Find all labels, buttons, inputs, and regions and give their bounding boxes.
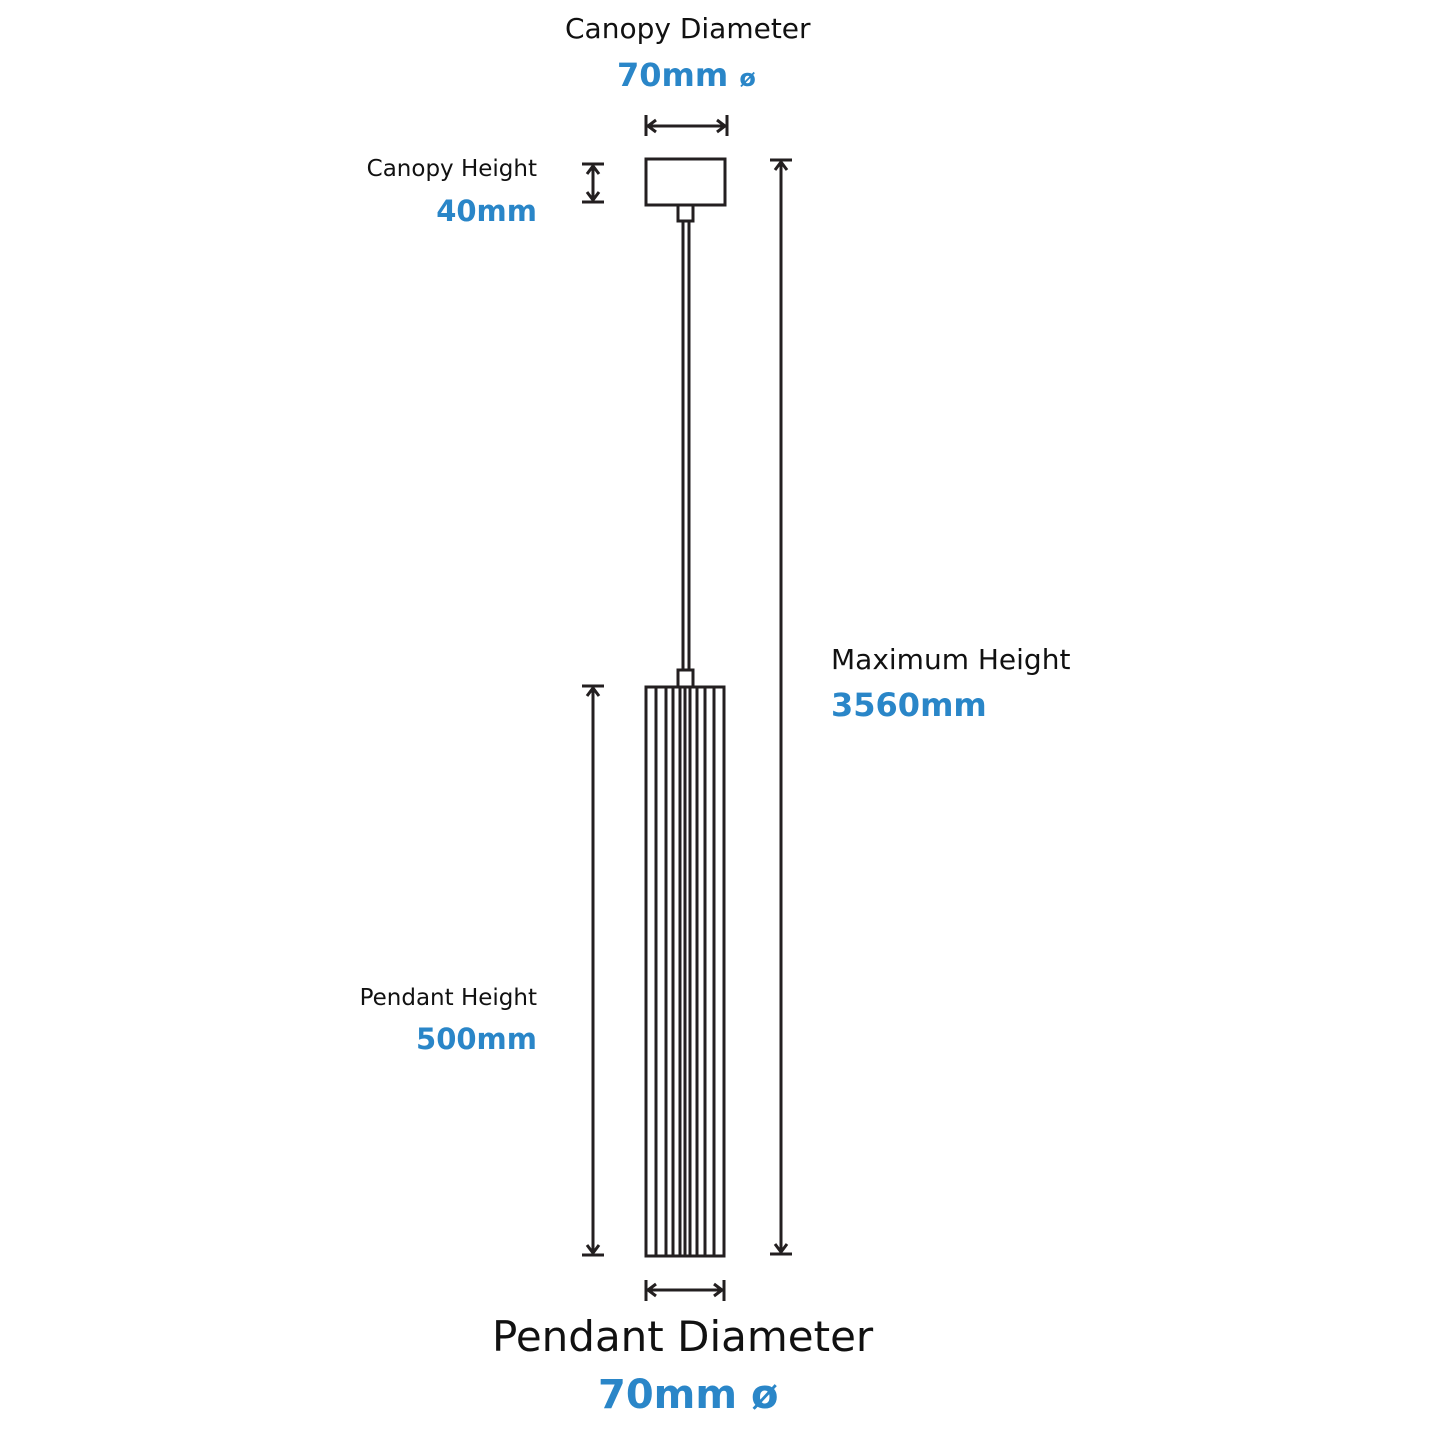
canopy-diameter-value: 70mm — [617, 56, 729, 94]
canopy-connector — [676, 203, 695, 223]
canopy-diameter-label: Canopy Diameter — [565, 12, 811, 45]
pendant-diameter-label: Pendant Diameter — [492, 1312, 874, 1361]
canopy-diameter-value-group: 70mm ø — [617, 56, 756, 94]
canopy-height-value: 40mm — [436, 194, 537, 228]
pendant-height-dimension — [582, 684, 604, 1257]
pendant-body — [644, 685, 726, 1258]
diameter-symbol: ø — [750, 1372, 779, 1418]
maximum-height-label: Maximum Height — [831, 643, 1071, 676]
maximum-height-dimension — [770, 158, 792, 1256]
pendant-diameter-value: 70mm — [598, 1372, 738, 1418]
canopy — [644, 157, 727, 207]
canopy-height-dimension — [582, 162, 604, 204]
diameter-symbol: ø — [739, 64, 756, 92]
canopy-diameter-dimension — [644, 115, 729, 136]
pendant-diameter-value-group: 70mm ø — [598, 1372, 778, 1418]
pendant-diameter-dimension — [644, 1280, 726, 1301]
maximum-height-value: 3560mm — [831, 686, 987, 724]
pendant-height-label: Pendant Height — [359, 985, 537, 1011]
canopy-height-label: Canopy Height — [366, 156, 537, 182]
pendant-connector — [676, 668, 695, 689]
pendant-height-value: 500mm — [416, 1022, 537, 1056]
